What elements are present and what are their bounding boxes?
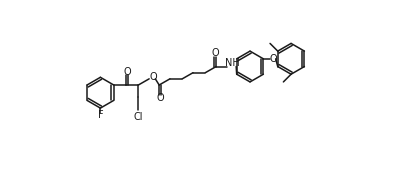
- Text: O: O: [270, 54, 277, 64]
- Text: NH: NH: [225, 58, 240, 68]
- Text: F: F: [97, 110, 103, 120]
- Text: O: O: [211, 48, 219, 58]
- Text: O: O: [123, 67, 131, 77]
- Text: O: O: [149, 72, 157, 82]
- Text: O: O: [157, 93, 164, 103]
- Text: Cl: Cl: [134, 112, 143, 121]
